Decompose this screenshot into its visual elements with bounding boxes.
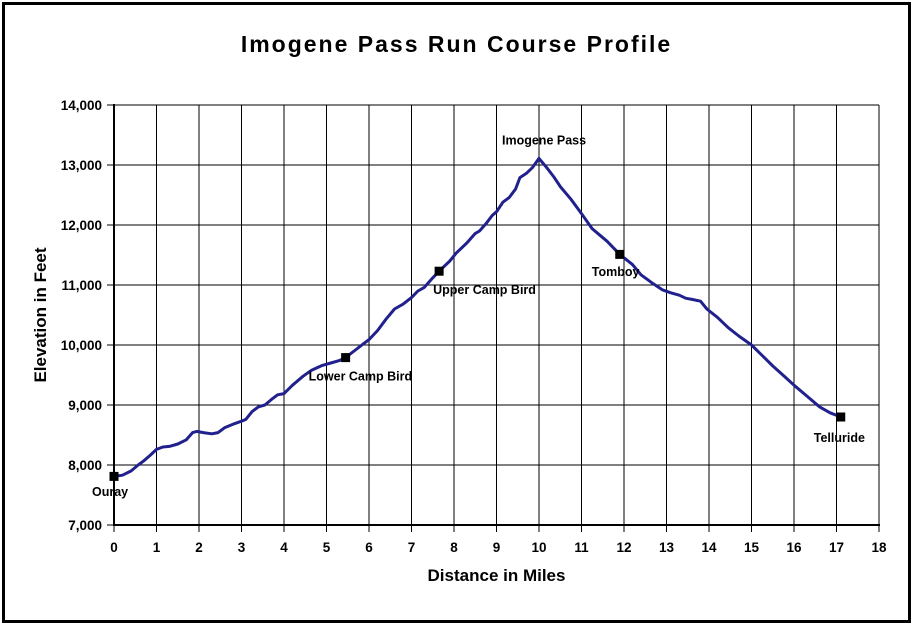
- x-tick-label: 13: [659, 540, 675, 555]
- checkpoint-marker: [341, 353, 351, 363]
- annotations: Ouray Lower Camp Bird Upper Camp Bird Imoge…: [92, 133, 865, 499]
- x-tick-label: 6: [365, 540, 373, 555]
- x-tick-label: 16: [786, 540, 802, 555]
- course-line: [112, 156, 843, 478]
- x-tick-label: 7: [408, 540, 416, 555]
- annotation-label: Telluride: [814, 431, 865, 445]
- y-tick-label: 14,000: [61, 98, 102, 113]
- axis-ticks: [107, 104, 880, 532]
- x-tick-label: 17: [829, 540, 844, 555]
- checkpoint-marker: [434, 266, 444, 276]
- y-axis-title: Elevation in Feet: [31, 247, 50, 383]
- x-tick-label: 10: [531, 540, 546, 555]
- x-axis-title: Distance in Miles: [427, 566, 566, 585]
- x-tick-label: 1: [153, 540, 161, 555]
- grid: [113, 104, 880, 526]
- y-tick-label: 13,000: [61, 158, 102, 173]
- x-tick-label: 8: [450, 540, 458, 555]
- x-tick-label: 5: [323, 540, 331, 555]
- y-tick-label: 12,000: [61, 218, 102, 233]
- x-tick-label: 14: [701, 540, 717, 555]
- x-tick-label: 11: [574, 540, 589, 555]
- annotation-label: Imogene Pass: [502, 133, 586, 147]
- axis-tick-labels: 0 1 2 3 4 5 6 7 8 9 10 11 12 13 14 15 16 17 187,0008,0009,…: [61, 98, 887, 555]
- annotation-label: Tomboy: [592, 265, 640, 279]
- x-tick-label: 12: [616, 540, 631, 555]
- checkpoint-marker: [836, 412, 846, 422]
- y-tick-label: 9,000: [68, 398, 102, 413]
- elevation-profile-chart: 0 1 2 3 4 5 6 7 8 9 10 11 12 13 14 15 16 17 187,0008,0009,…: [61, 98, 887, 555]
- x-tick-label: 18: [871, 540, 887, 555]
- annotation-label: Lower Camp Bird: [309, 369, 413, 383]
- y-tick-label: 10,000: [61, 338, 102, 353]
- annotation-label: Upper Camp Bird: [433, 283, 536, 297]
- x-tick-label: 3: [238, 540, 246, 555]
- x-tick-label: 2: [195, 540, 203, 555]
- x-tick-label: 15: [744, 540, 760, 555]
- y-tick-label: 11,000: [61, 278, 102, 293]
- y-tick-label: 7,000: [68, 518, 102, 533]
- checkpoint-marker: [109, 471, 119, 481]
- x-tick-label: 0: [110, 540, 118, 555]
- chart-title: Imogene Pass Run Course Profile: [240, 31, 673, 57]
- annotation-label: Ouray: [92, 485, 128, 499]
- checkpoint-marker: [615, 249, 625, 259]
- x-tick-label: 9: [493, 540, 501, 555]
- y-tick-label: 8,000: [68, 458, 102, 473]
- x-tick-label: 4: [280, 540, 288, 555]
